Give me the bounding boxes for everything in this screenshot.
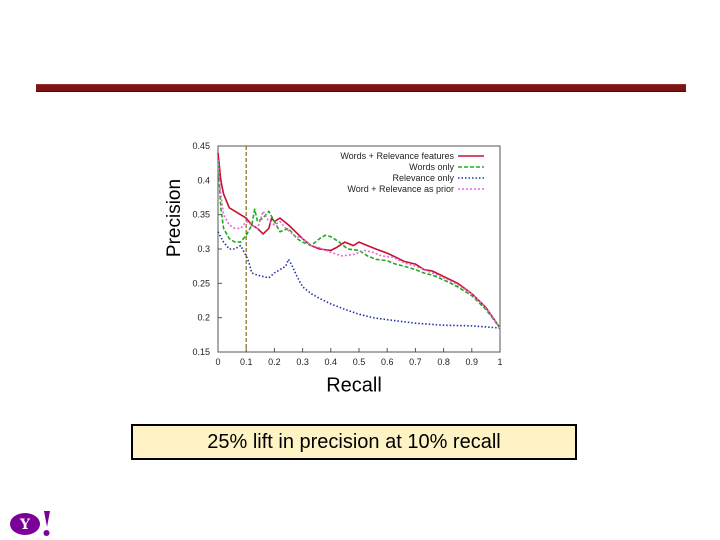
plot-frame xyxy=(217,145,501,353)
y-tick-label: 0.35 xyxy=(192,210,210,220)
y-tick-label: 0.15 xyxy=(192,347,210,357)
x-tick-label: 1 xyxy=(497,357,502,367)
series-line-3 xyxy=(217,231,501,329)
x-tick-label: 0.9 xyxy=(466,357,479,367)
legend-label: Word + Relevance as prior xyxy=(347,184,454,194)
yahoo-logo-icon: Y xyxy=(10,511,50,536)
x-tick-label: 0.3 xyxy=(296,357,309,367)
y-tick-label: 0.4 xyxy=(197,175,210,185)
legend-label: Words + Relevance features xyxy=(340,151,454,161)
svg-text:Y: Y xyxy=(19,517,31,533)
x-tick-label: 0.8 xyxy=(437,357,450,367)
series-line-2 xyxy=(217,159,501,329)
axes: 0 0.1 0.2 0.3 0.4 0.5 0.6 0.7 0.8 0.9 1 0.15 0.2 0.25… xyxy=(192,141,502,367)
x-axis-label: Recall xyxy=(326,374,382,397)
x-tick-label: 0.6 xyxy=(381,357,394,367)
legend-label: Relevance only xyxy=(392,173,454,183)
callout-box: 25% lift in precision at 10% recall xyxy=(131,424,577,460)
x-tick-label: 0.1 xyxy=(240,357,253,367)
callout-text: 25% lift in precision at 10% recall xyxy=(207,430,501,453)
x-tick-label: 0.5 xyxy=(353,357,366,367)
y-tick-label: 0.25 xyxy=(192,278,210,288)
x-tick-label: 0.7 xyxy=(409,357,422,367)
y-axis-label: Precision xyxy=(164,178,185,258)
x-tick-label: 0 xyxy=(215,357,220,367)
x-tick-label: 0.2 xyxy=(268,357,281,367)
y-tick-label: 0.45 xyxy=(192,141,210,151)
series-line-4 xyxy=(217,159,501,329)
x-tick-label: 0.4 xyxy=(325,357,338,367)
series-line-1 xyxy=(217,152,501,329)
y-tick-label: 0.2 xyxy=(197,313,210,323)
title-divider xyxy=(36,84,686,92)
series-lines xyxy=(217,152,501,329)
y-tick-label: 0.3 xyxy=(197,244,210,254)
legend-label: Words only xyxy=(409,162,454,172)
